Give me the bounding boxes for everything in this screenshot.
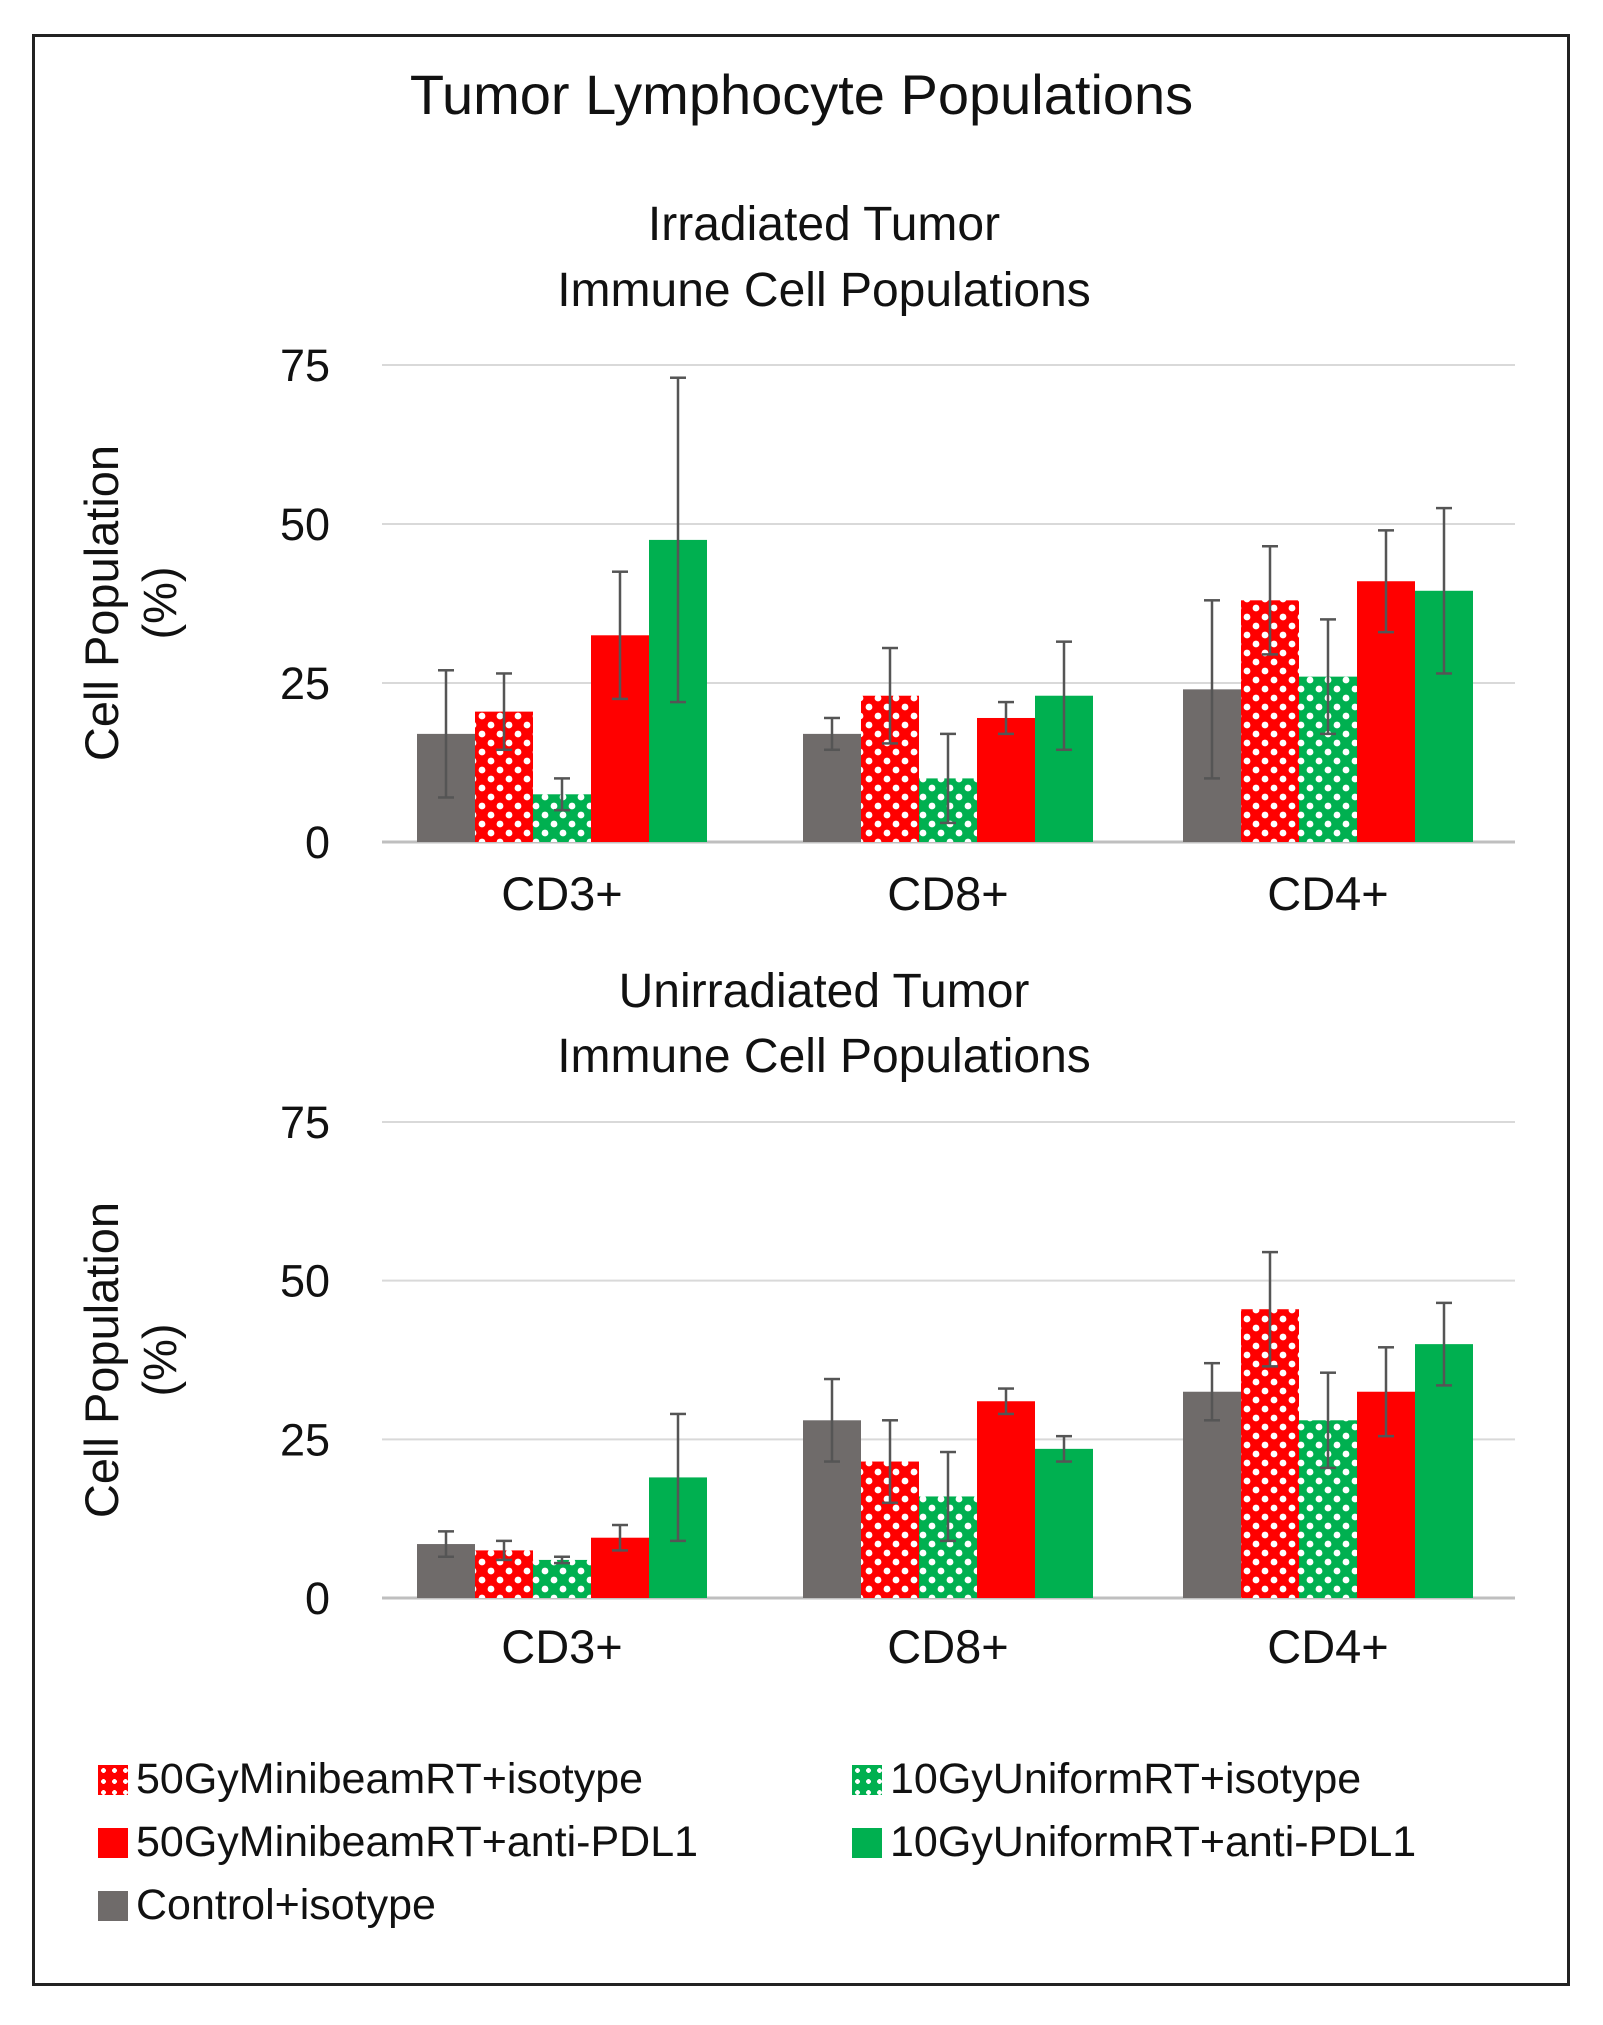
legend-item-10gy-uniform-isotype: 10GyUniformRT+isotype xyxy=(852,1755,1361,1804)
chart-title-line: Irradiated Tumor xyxy=(648,198,1000,251)
chart-title-line: Unirradiated Tumor xyxy=(619,965,1030,1018)
y-axis-label-line: (%) xyxy=(133,1323,186,1396)
x-category-label: CD4+ xyxy=(1267,867,1388,920)
legend-item-10gy-uniform-anti-pdl1: 10GyUniformRT+anti-PDL1 xyxy=(852,1818,1416,1867)
legend-label: 50GyMinibeamRT+anti-PDL1 xyxy=(136,1818,699,1866)
bar-cd8pos-series-4 xyxy=(977,1401,1035,1598)
bar-cd4pos-series-1 xyxy=(1183,1391,1241,1598)
x-category-label: CD3+ xyxy=(501,867,622,920)
bar-cd3pos-series-3 xyxy=(533,1559,591,1598)
y-tick-label: 75 xyxy=(280,340,330,391)
red-dotted-square-icon xyxy=(98,1764,128,1795)
figure-title: Tumor Lymphocyte Populations xyxy=(409,63,1194,126)
x-category-label: CD8+ xyxy=(887,867,1008,920)
x-category-label: CD3+ xyxy=(501,1620,622,1673)
bar-cd8pos-series-5 xyxy=(1035,1448,1093,1598)
y-axis-label: Cell Population (%) xyxy=(75,1202,186,1518)
chart-title-line: Immune Cell Populations xyxy=(557,1030,1091,1083)
y-tick-label: 50 xyxy=(280,1256,330,1307)
y-axis-label: Cell Population (%) xyxy=(75,445,186,761)
x-category-label: CD4+ xyxy=(1267,1620,1388,1673)
red-square-icon xyxy=(98,1827,128,1858)
y-tick-label: 75 xyxy=(280,1097,330,1148)
green-dotted-square-icon xyxy=(852,1764,882,1795)
bar-cd8pos-series-1 xyxy=(803,733,861,842)
y-axis-label-line: (%) xyxy=(133,566,186,639)
chart-title-line: Immune Cell Populations xyxy=(557,264,1091,317)
gray-square-icon xyxy=(98,1890,128,1921)
y-tick-label: 0 xyxy=(305,1573,330,1624)
y-axis-label-line: Cell Population xyxy=(75,1202,128,1518)
y-tick-label: 25 xyxy=(280,1414,330,1465)
legend-label: 10GyUniformRT+isotype xyxy=(890,1755,1362,1803)
y-tick-label: 25 xyxy=(280,658,330,709)
green-square-icon xyxy=(852,1827,882,1858)
legend-label: 50GyMinibeamRT+isotype xyxy=(136,1755,644,1803)
y-tick-label: 0 xyxy=(305,817,330,868)
chart-panel-1: Irradiated Tumor Immune Cell Populations 0… xyxy=(75,198,1515,920)
y-axis-label-line: Cell Population xyxy=(75,445,128,761)
legend-item-50gy-minibeam-anti-pdl1: 50GyMinibeamRT+anti-PDL1 xyxy=(98,1818,698,1867)
legend-label: 10GyUniformRT+anti-PDL1 xyxy=(890,1818,1417,1866)
legend-label: Control+isotype xyxy=(136,1881,436,1929)
x-category-label: CD8+ xyxy=(887,1620,1008,1673)
figure-frame xyxy=(32,34,1570,1986)
chart-panel-2: Unirradiated Tumor Immune Cell Population… xyxy=(75,965,1515,1673)
bar-cd8pos-series-4 xyxy=(977,717,1035,842)
legend-item-control-isotype: Control+isotype xyxy=(98,1881,436,1930)
legend-item-50gy-minibeam-isotype: 50GyMinibeamRT+isotype xyxy=(98,1755,643,1804)
y-tick-label: 50 xyxy=(280,499,330,550)
